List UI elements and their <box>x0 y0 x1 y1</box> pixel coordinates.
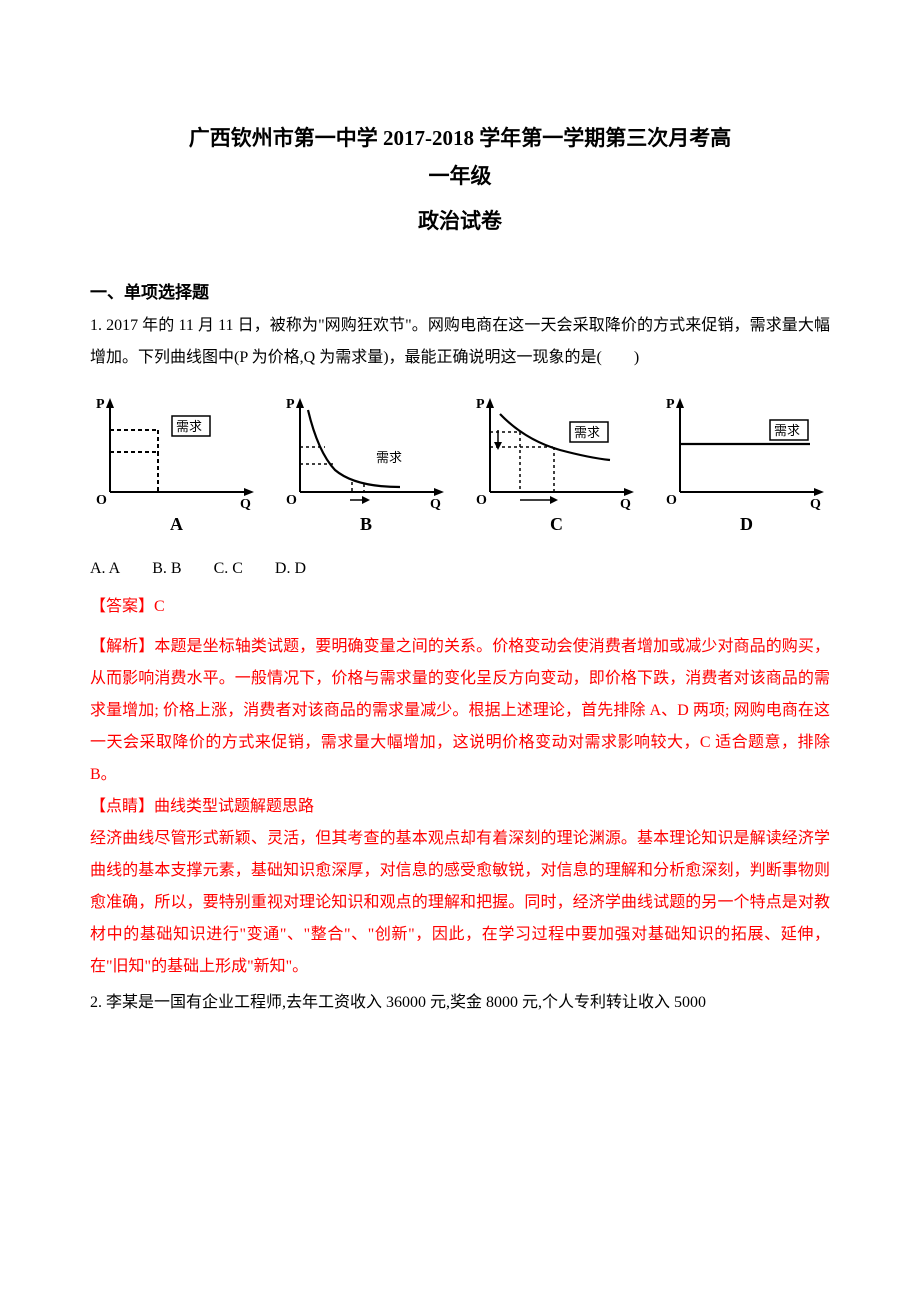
svg-text:P: P <box>476 397 485 412</box>
question-1-figure: P O Q 需求 A P O Q 需求 B <box>90 392 830 542</box>
svg-text:A: A <box>170 514 183 534</box>
question-2-text: 2. 李某是一国有企业工程师,去年工资收入 36000 元,奖金 8000 元,… <box>90 987 830 1019</box>
svg-text:C: C <box>550 514 563 534</box>
option-a: A. A <box>90 560 120 577</box>
option-d: D. D <box>275 560 306 577</box>
svg-text:Q: Q <box>810 497 821 512</box>
svg-text:O: O <box>476 493 487 508</box>
svg-text:P: P <box>666 397 675 412</box>
svg-text:B: B <box>360 514 372 534</box>
tip-text: 经济曲线尽管形式新颖、灵活，但其考查的基本观点却有着深刻的理论渊源。基本理论知识… <box>90 823 830 983</box>
question-1-text: 1. 2017 年的 11 月 11 日，被称为"网购狂欢节"。网购电商在这一天… <box>90 310 830 374</box>
svg-text:D: D <box>740 514 753 534</box>
option-b: B. B <box>152 560 181 577</box>
exam-title-line1: 广西钦州市第一中学 2017-2018 学年第一学期第三次月考高 <box>90 120 830 158</box>
exam-title-line2: 一年级 <box>90 158 830 196</box>
tip-block: 【点睛】曲线类型试题解题思路 <box>90 791 830 823</box>
question-1-options: A. A B. B C. C D. D <box>90 554 830 584</box>
option-c: C. C <box>214 560 243 577</box>
svg-text:O: O <box>96 493 107 508</box>
analysis-block: 【解析】本题是坐标轴类试题，要明确变量之间的关系。价格变动会使消费者增加或减少对… <box>90 631 830 791</box>
svg-text:Q: Q <box>430 497 441 512</box>
analysis-label: 【解析】 <box>90 638 154 655</box>
svg-text:Q: Q <box>240 497 251 512</box>
svg-text:P: P <box>286 397 295 412</box>
exam-subtitle: 政治试卷 <box>90 202 830 242</box>
svg-text:需求: 需求 <box>376 450 402 465</box>
section-heading: 一、单项选择题 <box>90 277 830 309</box>
answer-line: 【答案】C <box>90 592 830 622</box>
svg-text:需求: 需求 <box>574 425 600 440</box>
analysis-text: 本题是坐标轴类试题，要明确变量之间的关系。价格变动会使消费者增加或减少对商品的购… <box>90 638 830 783</box>
answer-value: C <box>154 598 165 615</box>
tip-label: 【点睛】 <box>90 798 154 815</box>
demand-curves-svg: P O Q 需求 A P O Q 需求 B <box>90 392 830 542</box>
svg-text:O: O <box>666 493 677 508</box>
svg-text:P: P <box>96 397 105 412</box>
svg-text:Q: Q <box>620 497 631 512</box>
svg-text:需求: 需求 <box>774 423 800 438</box>
answer-label: 【答案】 <box>90 598 154 615</box>
tip-title: 曲线类型试题解题思路 <box>154 798 314 815</box>
svg-text:需求: 需求 <box>176 419 202 434</box>
svg-text:O: O <box>286 493 297 508</box>
